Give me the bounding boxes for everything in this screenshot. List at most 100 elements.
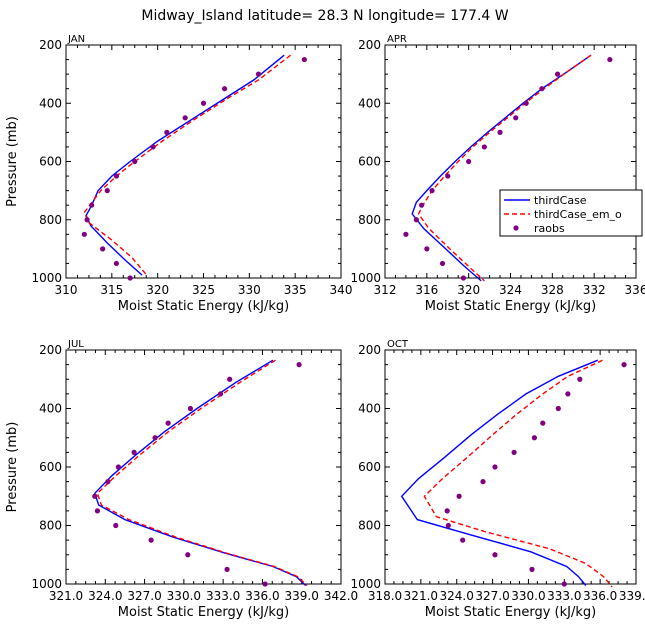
raobs-point	[540, 420, 546, 426]
raobs-point	[152, 435, 158, 441]
panel-jul: 321.0 324.0 327.0 330.0 333.0 336.0 339.0 342.0…	[5, 339, 358, 620]
raobs-point	[523, 100, 529, 106]
raobs-point	[511, 449, 517, 455]
x-tick-label: 336.0	[583, 589, 617, 603]
raobs-point	[148, 537, 154, 543]
raobs-point	[444, 508, 450, 514]
raobs-point	[577, 376, 583, 382]
raobs-point	[113, 522, 119, 529]
series-line	[423, 359, 613, 588]
raobs-point	[301, 56, 307, 63]
raobs-point	[607, 56, 613, 63]
x-tick-label: 310	[55, 283, 78, 297]
series-line	[411, 54, 592, 282]
figure-title: Midway_Island latitude= 28.3 N longitude…	[141, 8, 508, 24]
x-tick-label: 330.0	[167, 589, 201, 603]
y-tick-label: 800	[39, 213, 62, 227]
panel-apr: 312 316 320 324 328 332 336 200 400 600 800 1000 APR…	[350, 34, 645, 314]
raobs-point	[217, 391, 224, 397]
raobs-point	[113, 173, 120, 179]
y-tick-label: 400	[358, 402, 381, 416]
x-tick-label: 339.0	[619, 589, 645, 603]
raobs-point	[460, 537, 466, 543]
x-tick-label: 318.0	[368, 589, 402, 603]
raobs-point	[621, 362, 627, 368]
series-thirdCase-em-o	[83, 54, 292, 276]
raobs-point	[221, 86, 228, 92]
raobs-point	[445, 173, 451, 179]
series-raobs	[92, 362, 302, 587]
plot-frame	[384, 44, 637, 279]
raobs-point	[419, 202, 425, 208]
raobs-point	[104, 188, 110, 194]
raobs-point	[531, 435, 538, 441]
series-line	[85, 54, 285, 276]
series-thirdCase-em-o	[423, 359, 613, 588]
raobs-point	[492, 552, 498, 558]
x-tick-label: 336	[625, 283, 645, 297]
series-thirdCase-em-o	[417, 54, 592, 282]
x-axis-label: Moist Static Energy (kJ/kg)	[425, 299, 596, 314]
x-tick-label: 312	[374, 283, 397, 297]
y-tick-label: 200	[358, 343, 381, 357]
raobs-point	[200, 100, 207, 106]
y-tick-label: 600	[358, 155, 381, 169]
x-tick-label: 320	[457, 283, 480, 297]
x-tick-label: 324.0	[88, 589, 122, 603]
raobs-point	[492, 464, 498, 470]
x-tick-label: 327.0	[475, 589, 509, 603]
raobs-point	[100, 246, 106, 252]
x-axis-label: Moist Static Energy (kJ/kg)	[118, 299, 289, 314]
raobs-point	[296, 362, 302, 368]
raobs-point	[105, 479, 111, 485]
series-line	[400, 359, 599, 586]
x-tick-label: 333.0	[206, 589, 240, 603]
x-axis-label: Moist Static Energy (kJ/kg)	[118, 605, 289, 620]
panel-label: APR	[387, 34, 407, 45]
raobs-point	[456, 493, 462, 499]
x-axis-label: Moist Static Energy (kJ/kg)	[425, 605, 596, 620]
x-tick-label: 315	[100, 283, 123, 297]
raobs-point	[81, 231, 87, 237]
y-tick-label: 1000	[31, 577, 62, 591]
raobs-point	[84, 217, 90, 223]
series-thirdCase-em-o	[96, 359, 308, 587]
y-tick-label: 1000	[350, 577, 381, 591]
plot-frame	[65, 349, 342, 585]
panel-label: OCT	[387, 339, 409, 350]
raobs-point	[131, 449, 137, 455]
legend-label: thirdCase	[534, 194, 587, 207]
y-tick-label: 800	[39, 519, 62, 533]
y-tick-label: 200	[39, 38, 62, 52]
series-line	[417, 54, 592, 282]
raobs-point	[403, 231, 409, 237]
raobs-point	[187, 405, 194, 412]
series-line	[94, 359, 307, 587]
y-tick-label: 800	[358, 519, 381, 533]
panel-label: JUL	[67, 339, 84, 350]
raobs-point	[497, 129, 503, 135]
x-tick-label: 324	[499, 283, 522, 297]
x-tick-label: 333.0	[547, 589, 581, 603]
panel-label: JAN	[67, 34, 85, 45]
series-raobs	[444, 362, 627, 587]
raobs-point	[429, 188, 435, 194]
y-axis-label: Pressure (mb)	[5, 422, 20, 513]
x-tick-label: 328	[541, 283, 564, 297]
y-tick-label: 800	[358, 213, 381, 227]
panel-jan: 310 315 320 325 330 335 340 200 400 600 800 1000 JAN…	[5, 34, 352, 314]
x-tick-label: 321.0	[49, 589, 83, 603]
x-tick-label: 320	[146, 283, 169, 297]
raobs-point	[460, 275, 467, 281]
y-tick-label: 400	[358, 96, 381, 110]
y-axis-label: Pressure (mb)	[5, 116, 20, 207]
raobs-point	[94, 508, 101, 514]
series-line	[96, 359, 308, 587]
series-thirdCase	[400, 359, 599, 586]
raobs-point	[227, 376, 233, 382]
raobs-point	[262, 581, 268, 587]
x-tick-label: 327.0	[127, 589, 161, 603]
raobs-point	[539, 86, 545, 92]
raobs-point	[413, 217, 419, 223]
